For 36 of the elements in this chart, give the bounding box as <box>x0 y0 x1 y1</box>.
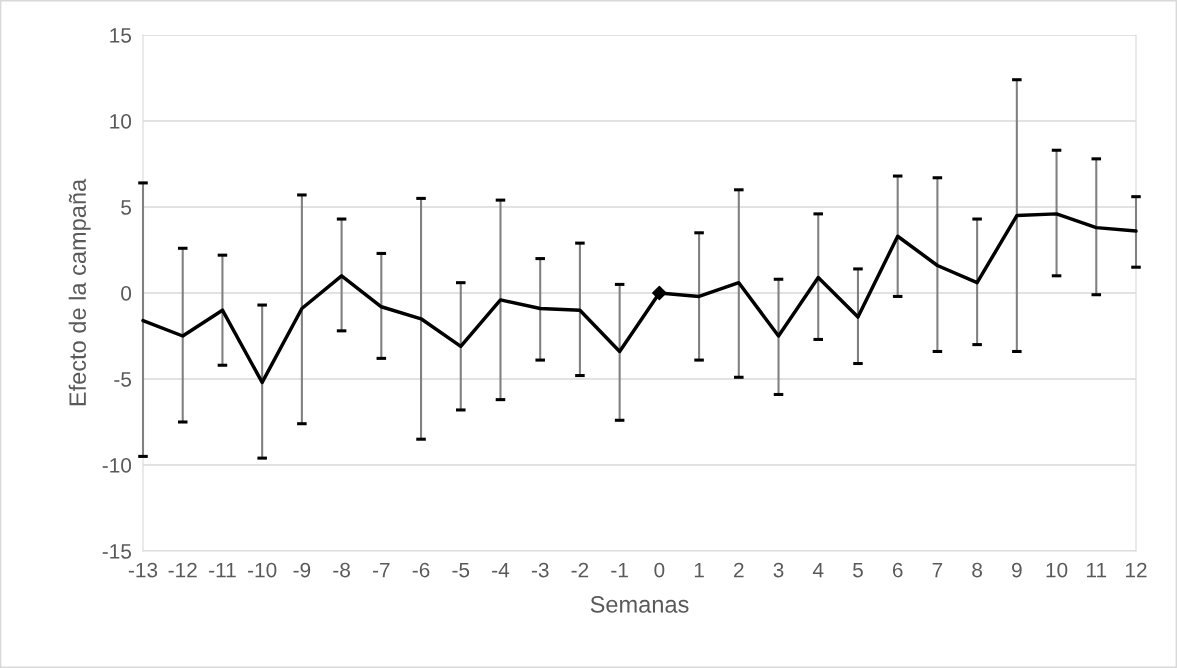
y-tick-label: -15 <box>102 544 132 559</box>
x-tick-label: 3 <box>773 562 784 578</box>
x-tick-label: 10 <box>1046 562 1068 578</box>
x-tick-label: 4 <box>812 562 824 578</box>
x-tick-label: -8 <box>333 562 350 578</box>
x-tick-label: -2 <box>571 562 589 578</box>
x-tick-label: -13 <box>128 562 158 578</box>
x-tick-label: 7 <box>932 562 943 578</box>
y-tick-label: -5 <box>114 372 132 387</box>
x-tick-label: -4 <box>492 562 510 578</box>
x-tick-label: 8 <box>972 562 983 578</box>
x-tick-label: -5 <box>452 562 470 578</box>
x-tick-label: 12 <box>1126 562 1147 578</box>
y-tick-label: 0 <box>121 286 132 301</box>
x-tick-label: 2 <box>734 562 744 578</box>
x-tick-label: 6 <box>892 562 903 578</box>
line-series <box>141 212 1138 385</box>
x-tick-label: 0 <box>654 562 665 578</box>
x-tick-label: -3 <box>531 562 549 578</box>
x-axis-title: Semanas <box>590 596 689 613</box>
x-tick-label: 11 <box>1087 562 1107 578</box>
x-tick-label: 5 <box>853 562 863 578</box>
y-axis-title: Efecto de la campaña <box>68 178 91 406</box>
x-tick-label: -10 <box>248 562 277 578</box>
y-tick-label: 10 <box>110 114 132 129</box>
x-tick-label: 1 <box>694 562 704 578</box>
x-tick-label: -11 <box>209 562 236 578</box>
y-tick-label: 5 <box>121 200 132 215</box>
x-tick-label: -7 <box>372 562 390 578</box>
y-tick-label: -10 <box>102 458 132 473</box>
x-tick-label: 9 <box>1012 562 1022 578</box>
y-tick-label: 15 <box>110 28 132 43</box>
x-tick-label: -9 <box>293 562 311 578</box>
x-tick-label: -6 <box>412 562 430 578</box>
x-tick-label: -12 <box>168 562 197 578</box>
x-tick-label: -1 <box>611 562 628 578</box>
